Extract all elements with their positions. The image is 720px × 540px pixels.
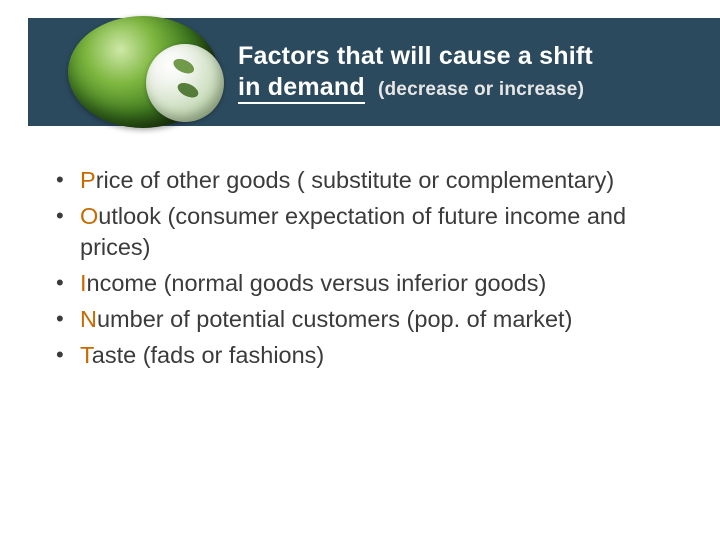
mnemonic-letter: P xyxy=(80,167,96,193)
list-item: Number of potential customers (pop. of m… xyxy=(50,304,680,336)
bullet-text: ncome (normal goods versus inferior good… xyxy=(87,270,547,296)
logo-light-sphere xyxy=(146,44,224,122)
title-line-1: Factors that will cause a shift xyxy=(238,41,593,72)
mnemonic-letter: N xyxy=(80,306,97,332)
bullet-text: aste (fads or fashions) xyxy=(92,342,325,368)
bullet-text: umber of potential customers (pop. of ma… xyxy=(97,306,572,332)
title-line-2: in demand (decrease or increase) xyxy=(238,72,593,103)
title-line-2-label: in demand xyxy=(238,73,365,104)
content-area: Price of other goods ( substitute or com… xyxy=(50,165,680,375)
list-item: Income (normal goods versus inferior goo… xyxy=(50,268,680,300)
mnemonic-letter: T xyxy=(80,342,92,368)
list-item: Price of other goods ( substitute or com… xyxy=(50,165,680,197)
slide-title: Factors that will cause a shift in deman… xyxy=(238,41,593,104)
logo xyxy=(68,16,218,128)
list-item: Taste (fads or fashions) xyxy=(50,340,680,372)
header-band: Factors that will cause a shift in deman… xyxy=(28,18,720,126)
bullet-text: utlook (consumer expectation of future i… xyxy=(80,203,626,261)
bullet-text: rice of other goods ( substitute or comp… xyxy=(96,167,615,193)
bullet-list: Price of other goods ( substitute or com… xyxy=(50,165,680,371)
mnemonic-letter: O xyxy=(80,203,98,229)
title-line-2-sub: (decrease or increase) xyxy=(378,79,584,100)
list-item: Outlook (consumer expectation of future … xyxy=(50,201,680,264)
